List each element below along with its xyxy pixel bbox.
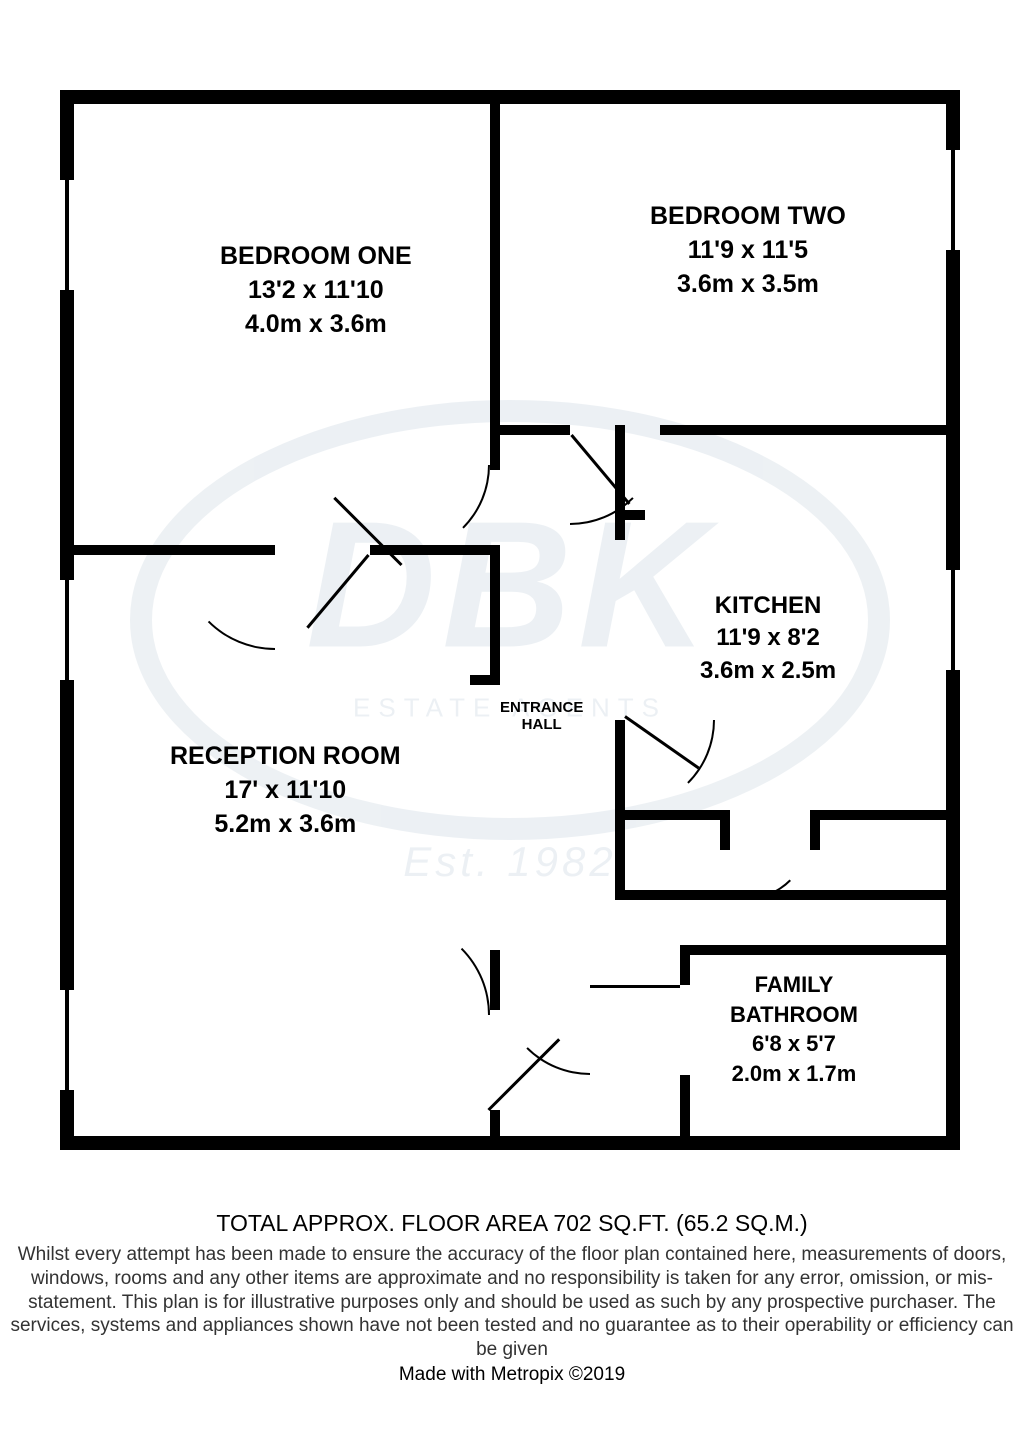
floorplan-canvas: DBK ESTATE AGENTS Est. 1982 bbox=[60, 90, 960, 1150]
wall-bath-left-bot bbox=[680, 1075, 690, 1150]
wall-closet-bottom bbox=[615, 890, 960, 900]
wall-kitchen-top-stub bbox=[615, 510, 645, 520]
door-arc-bed2 bbox=[480, 345, 660, 525]
outer-wall-left-4 bbox=[60, 1090, 74, 1150]
outer-wall-left-1 bbox=[60, 90, 74, 180]
disclaimer-text: Whilst every attempt has been made to en… bbox=[6, 1243, 1018, 1362]
window-right-1 bbox=[951, 150, 955, 250]
label-reception: RECEPTION ROOM 17' x 11'10 5.2m x 3.6m bbox=[170, 740, 401, 841]
wall-bath-top-r bbox=[680, 945, 960, 955]
window-left-3 bbox=[65, 990, 69, 1090]
outer-wall-right-3 bbox=[946, 670, 960, 1150]
label-entrance-hall: ENTRANCEHALL bbox=[500, 700, 583, 733]
window-left-2 bbox=[65, 580, 69, 680]
label-kitchen: KITCHEN 11'9 x 8'2 3.6m x 2.5m bbox=[700, 590, 836, 687]
outer-wall-left-3 bbox=[60, 680, 74, 990]
wall-reception-right-bot bbox=[490, 950, 500, 1010]
floor-area-text: TOTAL APPROX. FLOOR AREA 702 SQ.FT. (65.… bbox=[6, 1210, 1018, 1237]
label-bathroom: FAMILY BATHROOM 6'8 x 5'7 2.0m x 1.7m bbox=[730, 970, 858, 1089]
door-leaf-front bbox=[487, 1038, 560, 1111]
door-arc-front bbox=[300, 920, 490, 1110]
wall-bed-divider-top bbox=[490, 90, 500, 440]
outer-wall-left-2 bbox=[60, 290, 74, 580]
window-left-1 bbox=[65, 180, 69, 290]
outer-wall-right-1 bbox=[946, 90, 960, 150]
wall-reception-right-top bbox=[490, 545, 500, 685]
wall-hall-stub bbox=[615, 870, 625, 900]
door-arc-bed1 bbox=[310, 375, 490, 555]
label-bedroom-two: BEDROOM TWO 11'9 x 11'5 3.6m x 3.5m bbox=[650, 200, 846, 301]
door-leaf-bath bbox=[590, 985, 680, 988]
wall-bed2-bottom-right bbox=[660, 425, 960, 435]
wall-bed-divider-stub bbox=[490, 440, 500, 470]
wall-kitchen-bottom-r bbox=[810, 810, 960, 820]
wall-kitchen-bottom-l bbox=[615, 810, 725, 820]
label-bedroom-one: BEDROOM ONE 13'2 x 11'10 4.0m x 3.6m bbox=[220, 240, 412, 341]
made-with-text: Made with Metropix ©2019 bbox=[6, 1364, 1018, 1386]
wall-bath-left-top bbox=[680, 945, 690, 985]
window-right-2 bbox=[951, 570, 955, 670]
wall-closet-stub1 bbox=[720, 810, 730, 850]
wall-kitchen-left-mid bbox=[615, 720, 625, 870]
wall-reception-right-bb bbox=[490, 1110, 500, 1150]
wall-bed2-bottom-left bbox=[490, 425, 570, 435]
wall-reception-right-stub bbox=[470, 675, 500, 685]
door-arc-reception bbox=[180, 460, 370, 650]
outer-wall-bottom bbox=[60, 1136, 960, 1150]
footer: TOTAL APPROX. FLOOR AREA 702 SQ.FT. (65.… bbox=[0, 1210, 1024, 1386]
outer-wall-right-2 bbox=[946, 250, 960, 570]
wall-closet-stub2 bbox=[810, 810, 820, 850]
wall-bed1-bottom bbox=[60, 545, 275, 555]
door-leaf-reception bbox=[306, 554, 369, 629]
door-arc-closet bbox=[680, 770, 810, 900]
outer-wall-top bbox=[60, 90, 960, 104]
